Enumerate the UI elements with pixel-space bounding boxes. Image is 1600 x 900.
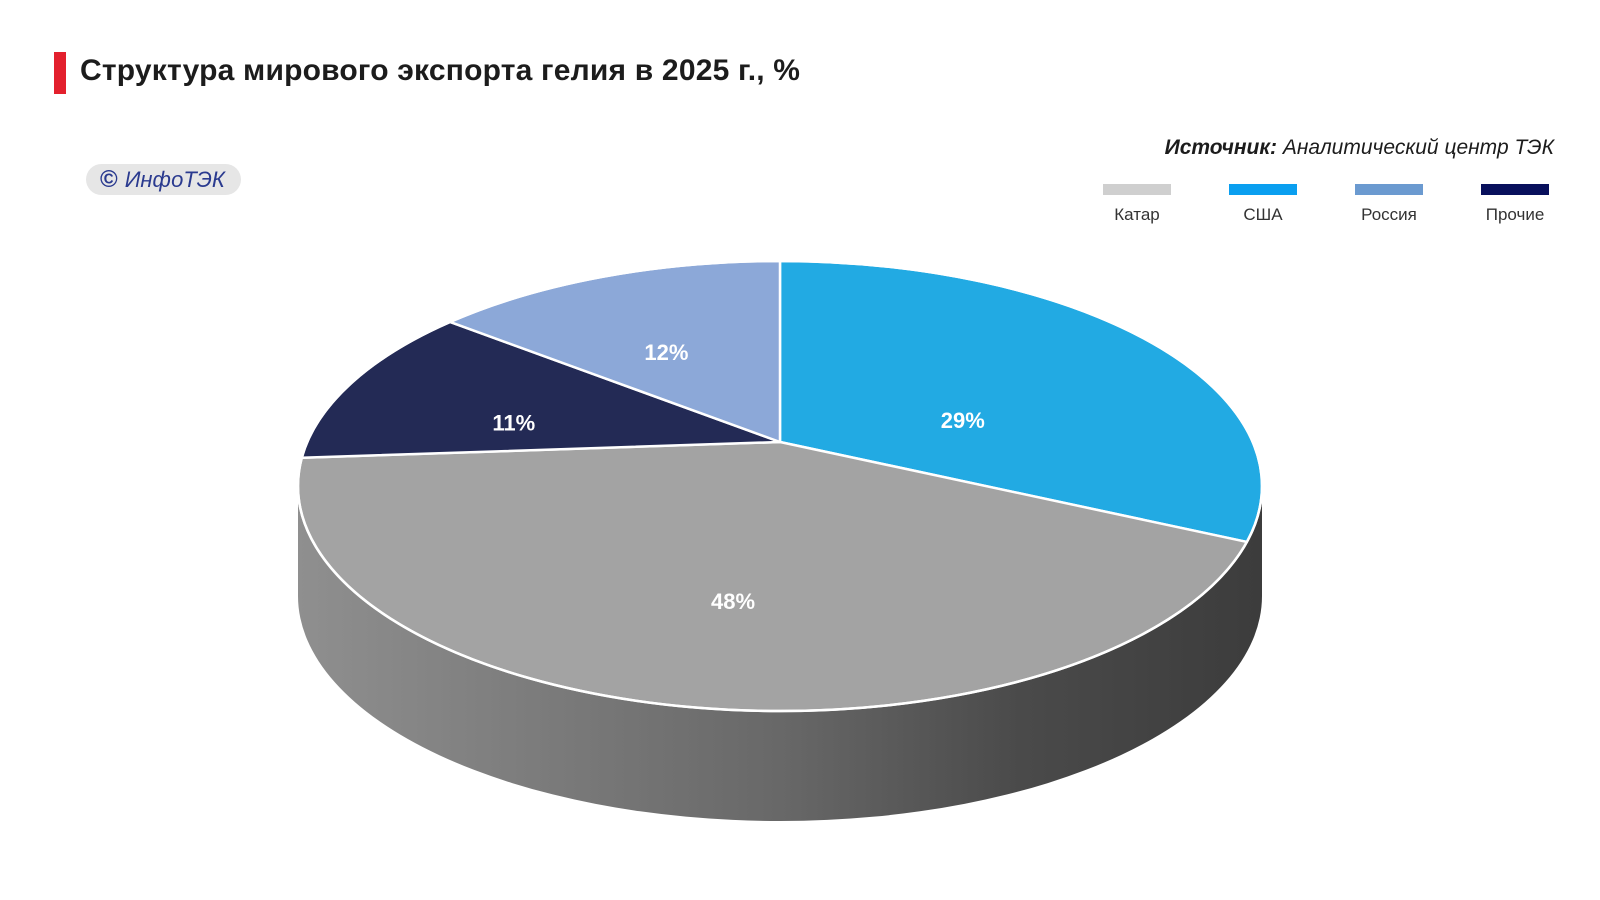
legend-label: Россия: [1361, 205, 1417, 224]
pie-data-label: 29%: [941, 408, 985, 433]
page-title: Структура мирового экспорта гелия в 2025…: [80, 54, 801, 87]
legend-item: США: [1200, 184, 1326, 225]
pie-data-label: 48%: [711, 589, 755, 614]
chart-legend: Катар США Россия Прочие: [1074, 184, 1578, 225]
legend-swatch: [1481, 184, 1549, 195]
legend-label: США: [1243, 205, 1283, 224]
legend-swatch: [1103, 184, 1171, 195]
watermark-badge: © ИнфоТЭК: [86, 164, 241, 195]
legend-swatch: [1355, 184, 1423, 195]
pie-side: [298, 486, 1262, 821]
pie-side-wall: [298, 486, 1262, 821]
source-note: Источник: Аналитический центр ТЭК: [1165, 136, 1554, 160]
legend-item: Прочие: [1452, 184, 1578, 225]
legend-swatch: [1229, 184, 1297, 195]
source-text: Аналитический центр ТЭК: [1276, 136, 1554, 159]
pie-data-label: 11%: [492, 411, 535, 436]
copyright-icon: ©: [100, 165, 118, 193]
pie-labels: 29% 48% 11% 12%: [492, 340, 985, 614]
watermark-text: ИнфоТЭК: [124, 166, 225, 192]
title-accent-bar: [54, 52, 66, 94]
pie-rim: [296, 259, 1264, 713]
legend-item: Россия: [1326, 184, 1452, 225]
legend-label: Катар: [1114, 205, 1160, 224]
pie-slices: [296, 259, 1264, 713]
source-label: Источник:: [1164, 136, 1277, 159]
pie-data-label: 12%: [644, 340, 688, 365]
legend-item: Катар: [1074, 184, 1200, 225]
legend-label: Прочие: [1485, 205, 1545, 224]
